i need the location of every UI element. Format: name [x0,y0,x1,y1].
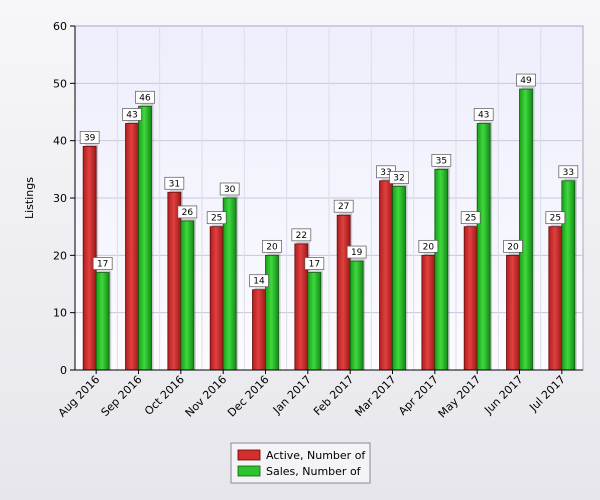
data-label: 31 [169,179,180,189]
data-label: 43 [478,110,489,120]
legend-label-active: Active, Number of [266,449,366,462]
data-label-box [249,274,269,288]
y-tick-label: 60 [53,20,67,33]
x-tick-label: Apr 2017 [396,373,441,418]
data-label-box [304,257,325,270]
bar-sales [561,180,576,371]
data-label-box [460,211,481,225]
data-label-box [389,171,409,184]
data-label-box [473,108,494,121]
data-label: 25 [211,214,222,224]
data-label-box [135,90,155,104]
bar-sales [265,254,279,371]
bar-sales [138,105,152,371]
x-tick-label: Jun 2017 [481,373,525,417]
data-label-box [92,257,113,270]
data-label-box [503,239,523,253]
data-label: 26 [182,208,194,218]
x-tick-label: Sep 2016 [98,373,144,419]
y-tick-label: 50 [53,77,67,90]
x-tick-label: Aug 2016 [56,373,103,420]
bar-active [463,226,478,371]
bar-sales [307,272,322,371]
data-label-box [431,153,452,167]
y-tick-label: 30 [53,192,67,205]
data-label-box [333,199,354,213]
data-label-box [262,239,282,253]
data-label: 25 [465,214,476,224]
x-tick-label: May 2017 [436,373,484,421]
bar-sales [349,260,364,371]
data-labels: 3917434631262530142022172719333220352543… [79,73,579,288]
gridlines [75,26,583,370]
data-label: 46 [139,93,151,103]
y-tick-label: 40 [53,135,67,148]
data-label: 20 [266,242,278,252]
bars [82,87,577,371]
data-label: 27 [338,202,349,212]
bar-active [548,226,563,371]
data-label-box [545,211,566,225]
y-tick-label: 20 [53,249,67,262]
legend: Active, Number of Sales, Number of [230,442,371,484]
data-label: 20 [507,242,519,252]
data-label: 32 [393,174,404,184]
data-label: 25 [550,214,561,224]
bar-active [252,289,266,371]
data-label: 14 [253,277,265,287]
x-tick-label: Nov 2016 [183,373,230,420]
bar-active [379,180,393,371]
data-label-box [516,73,536,87]
bar-active [209,226,224,371]
bar-active [421,254,436,371]
x-tick-label: Dec 2016 [225,373,272,420]
bar-active [125,123,139,371]
data-label: 43 [126,110,137,120]
y-tick-label: 0 [60,364,67,377]
data-label: 30 [224,185,236,195]
data-label-box [177,205,198,219]
x-tick-label: Feb 2017 [311,373,356,418]
y-axis: 0 10 20 30 40 50 60 [53,20,76,377]
x-tick-label: Mar 2017 [352,373,398,419]
data-label-box [164,176,185,190]
data-label-box [418,239,439,253]
data-label-box [346,245,367,259]
bar-sales [392,186,406,371]
x-tick-label: Jan 2017 [270,373,314,417]
data-label: 22 [296,231,307,241]
data-label: 17 [309,260,320,270]
x-tick-label: Oct 2016 [142,373,187,418]
data-label-box [206,211,227,225]
legend-swatch-active [237,449,261,461]
data-label: 49 [520,76,532,86]
x-tick-label: Jul 2017 [526,373,568,415]
data-label-box [79,131,100,144]
data-label-box [122,108,142,121]
data-label-box [291,228,312,242]
bar-sales [180,220,195,371]
data-label: 20 [423,242,435,252]
data-label: 33 [563,168,574,178]
bar-active [506,254,520,371]
data-label: 33 [380,168,391,178]
bar-sales [519,88,533,371]
bar-active [336,214,351,371]
data-label: 17 [97,260,108,270]
bar-sales [434,168,449,371]
bar-active [167,191,182,371]
data-label-box [219,182,240,196]
bar-sales [95,272,110,371]
bar-sales [476,123,491,371]
legend-label-sales: Sales, Number of [266,465,362,478]
legend-swatch-sales [237,465,261,477]
y-tick-label: 10 [53,307,67,320]
data-label: 39 [84,133,96,143]
data-label-box [558,165,579,179]
data-label: 35 [436,156,447,166]
data-label: 19 [351,248,363,258]
y-axis-title: Listings [23,177,36,219]
